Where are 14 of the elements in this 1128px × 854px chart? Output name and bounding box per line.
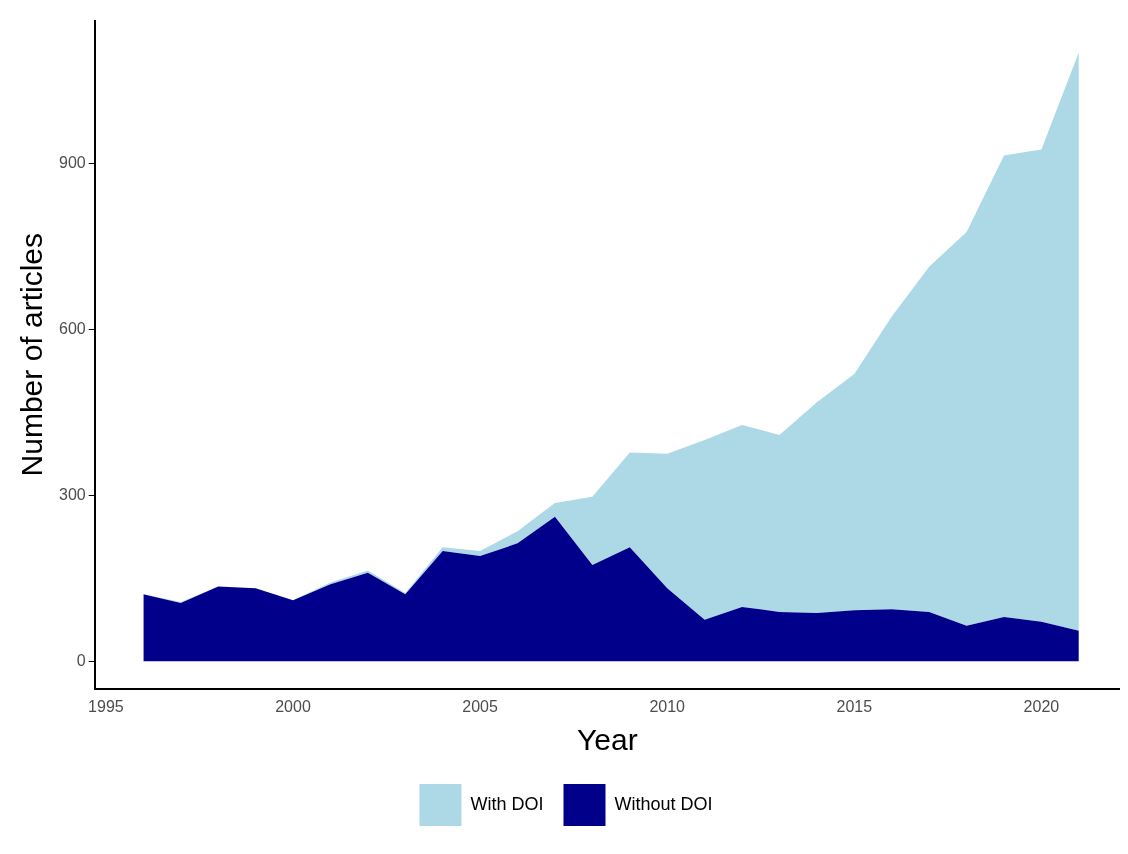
x-tick-label: 2010 [649,697,686,715]
y-tick-label: 900 [58,153,86,171]
y-tick-label: 0 [76,651,86,669]
y-axis-title: Number of articles [15,232,49,477]
x-tick-label: 2005 [462,697,499,715]
y-tick-label: 300 [58,485,86,503]
x-axis-title: Year [577,723,638,757]
x-tick-label: 2020 [1023,697,1060,715]
y-tick-label: 600 [58,319,86,337]
x-tick-label: 1995 [88,697,124,715]
legend-label: With DOI [470,793,544,814]
legend-label: Without DOI [614,793,713,814]
x-tick-label: 2000 [275,697,311,715]
x-tick-label: 2015 [836,697,873,715]
